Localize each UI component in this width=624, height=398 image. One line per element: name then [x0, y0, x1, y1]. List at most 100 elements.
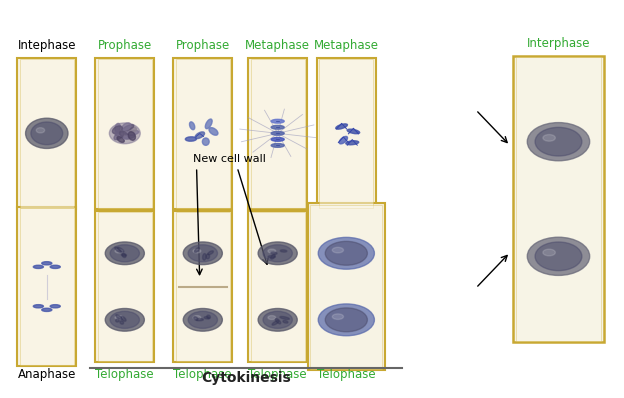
Ellipse shape	[258, 308, 297, 331]
FancyBboxPatch shape	[17, 207, 76, 366]
Ellipse shape	[193, 316, 201, 320]
Ellipse shape	[185, 137, 197, 141]
Ellipse shape	[110, 311, 140, 328]
Ellipse shape	[268, 256, 275, 258]
Ellipse shape	[280, 250, 287, 252]
Ellipse shape	[271, 137, 284, 141]
FancyBboxPatch shape	[17, 58, 76, 209]
Ellipse shape	[209, 128, 218, 135]
FancyBboxPatch shape	[310, 205, 383, 369]
Text: Interphase: Interphase	[527, 37, 590, 50]
Ellipse shape	[105, 242, 144, 265]
Ellipse shape	[122, 254, 126, 258]
Ellipse shape	[115, 316, 123, 320]
Ellipse shape	[318, 237, 374, 269]
Ellipse shape	[283, 320, 288, 323]
FancyBboxPatch shape	[317, 58, 376, 209]
Ellipse shape	[183, 242, 222, 265]
Ellipse shape	[114, 132, 124, 140]
Ellipse shape	[535, 127, 582, 156]
Ellipse shape	[115, 123, 120, 132]
Ellipse shape	[125, 130, 139, 135]
Ellipse shape	[105, 308, 144, 331]
Ellipse shape	[543, 249, 555, 256]
Text: Metaphase: Metaphase	[314, 39, 379, 52]
Text: Prophase: Prophase	[176, 39, 230, 52]
Ellipse shape	[26, 118, 68, 148]
Ellipse shape	[110, 245, 140, 262]
Ellipse shape	[271, 254, 275, 259]
Ellipse shape	[129, 132, 135, 140]
Ellipse shape	[50, 265, 61, 269]
Text: Prophase: Prophase	[98, 39, 152, 52]
Ellipse shape	[543, 135, 555, 141]
Ellipse shape	[122, 125, 134, 131]
Text: Cytokinesis: Cytokinesis	[202, 371, 291, 385]
FancyBboxPatch shape	[308, 203, 385, 370]
Text: Anaphase: Anaphase	[17, 368, 76, 381]
Ellipse shape	[193, 249, 201, 253]
Ellipse shape	[263, 245, 293, 262]
FancyBboxPatch shape	[515, 57, 602, 341]
Ellipse shape	[121, 316, 126, 321]
Ellipse shape	[527, 123, 590, 161]
Ellipse shape	[112, 126, 122, 134]
Ellipse shape	[206, 254, 210, 259]
Ellipse shape	[31, 122, 62, 145]
Ellipse shape	[263, 311, 293, 328]
Ellipse shape	[42, 261, 52, 265]
Ellipse shape	[190, 122, 195, 130]
Text: Telophase: Telophase	[95, 368, 154, 381]
Ellipse shape	[268, 316, 276, 320]
Ellipse shape	[258, 242, 297, 265]
Ellipse shape	[208, 251, 213, 255]
Ellipse shape	[318, 304, 374, 336]
Ellipse shape	[115, 249, 123, 253]
Ellipse shape	[33, 304, 44, 308]
Ellipse shape	[527, 237, 590, 275]
Ellipse shape	[36, 128, 45, 133]
Ellipse shape	[205, 119, 212, 129]
FancyBboxPatch shape	[176, 212, 230, 361]
Text: Telophase: Telophase	[248, 368, 307, 381]
Ellipse shape	[119, 131, 130, 139]
Ellipse shape	[339, 137, 348, 144]
Text: New cell wall: New cell wall	[193, 154, 266, 164]
Ellipse shape	[347, 129, 359, 134]
Ellipse shape	[183, 308, 222, 331]
Text: Metaphase: Metaphase	[245, 39, 310, 52]
Text: Telophase: Telophase	[317, 368, 376, 381]
FancyBboxPatch shape	[95, 211, 155, 362]
Ellipse shape	[204, 317, 210, 319]
Ellipse shape	[124, 135, 135, 139]
Ellipse shape	[207, 315, 210, 319]
Ellipse shape	[271, 144, 284, 147]
Ellipse shape	[268, 249, 276, 253]
Ellipse shape	[203, 254, 206, 260]
Ellipse shape	[188, 311, 218, 328]
FancyBboxPatch shape	[248, 211, 308, 362]
Ellipse shape	[280, 316, 290, 320]
FancyBboxPatch shape	[20, 209, 74, 365]
Ellipse shape	[50, 304, 61, 308]
FancyBboxPatch shape	[319, 59, 373, 208]
Ellipse shape	[325, 241, 368, 265]
Ellipse shape	[195, 248, 200, 252]
Ellipse shape	[272, 321, 279, 325]
Ellipse shape	[117, 247, 124, 252]
Ellipse shape	[122, 123, 131, 130]
FancyBboxPatch shape	[250, 212, 305, 361]
Ellipse shape	[333, 314, 344, 320]
FancyBboxPatch shape	[173, 58, 233, 209]
Ellipse shape	[336, 124, 348, 129]
Ellipse shape	[193, 317, 198, 320]
Ellipse shape	[115, 247, 121, 252]
Ellipse shape	[109, 123, 140, 144]
Text: Telophase: Telophase	[173, 368, 232, 381]
Ellipse shape	[130, 127, 137, 132]
FancyBboxPatch shape	[20, 59, 74, 208]
Ellipse shape	[115, 319, 119, 322]
Ellipse shape	[120, 321, 124, 324]
FancyBboxPatch shape	[98, 212, 152, 361]
FancyBboxPatch shape	[250, 59, 305, 208]
